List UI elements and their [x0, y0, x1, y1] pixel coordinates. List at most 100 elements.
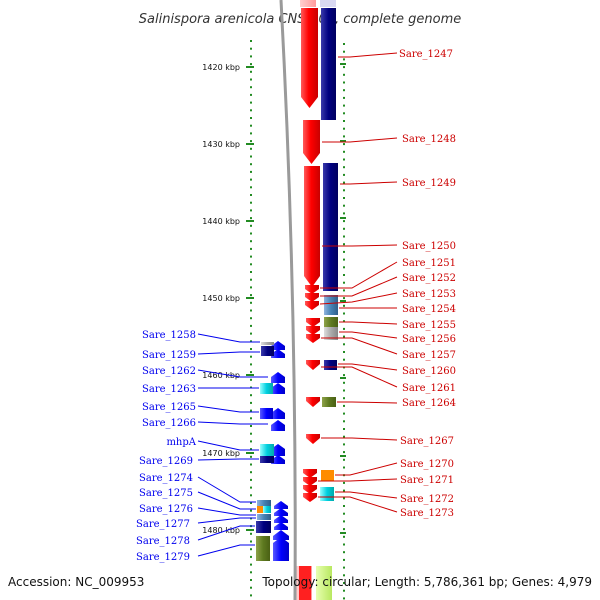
forward-feature-sare-1260-box — [324, 360, 337, 370]
gene-label-sare-1273[interactable]: Sare_1273 — [400, 508, 454, 519]
right-track-dot — [343, 158, 345, 161]
left-track-dot — [250, 348, 252, 350]
leader-line-sare-1264 — [337, 401, 398, 404]
gene-label-sare-1264[interactable]: Sare_1264 — [402, 398, 456, 409]
gene-label-sare-1247[interactable]: Sare_1247 — [399, 49, 453, 60]
forward-gene-sare-1273-arrow — [303, 493, 317, 502]
leader-line-sare-1278 — [197, 525, 255, 541]
leader-line-sare-1273 — [318, 496, 398, 513]
leader-line-sare-1275 — [197, 491, 256, 510]
forward-gene-sare-1267-arrow — [306, 434, 320, 444]
reverse-gene-sare-1263-arrow — [271, 383, 285, 394]
gene-label-sare-1257[interactable]: Sare_1257 — [402, 350, 456, 361]
right-track-dot — [343, 566, 345, 569]
gene-label-sare-1248[interactable]: Sare_1248 — [402, 134, 456, 145]
right-track-dot — [343, 66, 345, 69]
gene-label-sare-1261[interactable]: Sare_1261 — [402, 383, 456, 394]
right-track-dot — [343, 81, 345, 84]
gene-label-sare-1250[interactable]: Sare_1250 — [402, 241, 456, 252]
left-track-dot — [250, 509, 252, 512]
right-track-dot — [343, 505, 345, 507]
reverse-gene-mhpa-arrow — [271, 444, 285, 456]
leader-line-sare-1261 — [321, 366, 398, 388]
left-track-dot — [250, 240, 252, 243]
leader-line-sare-1260 — [338, 363, 398, 371]
gene-label-sare-1277[interactable]: Sare_1277 — [136, 519, 190, 530]
left-track-dot — [250, 502, 252, 504]
right-track-dot — [343, 274, 345, 276]
forward-gene-sare-1250-arrow — [304, 166, 320, 287]
right-track-dot — [343, 543, 345, 546]
leader-line-sare-1267 — [321, 437, 398, 441]
gene-label-sare-1258[interactable]: Sare_1258 — [142, 330, 196, 341]
leader-line-sare-1250 — [322, 244, 398, 247]
gene-label-sare-1249[interactable]: Sare_1249 — [402, 178, 456, 189]
gene-label-sare-1272[interactable]: Sare_1272 — [400, 494, 454, 505]
gene-label-sare-1259[interactable]: Sare_1259 — [142, 350, 196, 361]
right-track-dot — [343, 181, 345, 184]
gene-label-sare-1252[interactable]: Sare_1252 — [402, 273, 456, 284]
reverse-feature-sare-1259-box — [261, 346, 274, 356]
left-track-dot — [250, 178, 252, 181]
gene-label-sare-1262[interactable]: Sare_1262 — [142, 366, 196, 377]
gene-label-mhpa[interactable]: mhpA — [166, 437, 196, 448]
gene-label-sare-1265[interactable]: Sare_1265 — [142, 402, 196, 413]
right-track-dot — [343, 127, 345, 130]
gene-label-sare-1267[interactable]: Sare_1267 — [400, 436, 454, 447]
right-track-dot — [343, 435, 345, 438]
gene-label-sare-1266[interactable]: Sare_1266 — [142, 418, 196, 429]
forward-gene-sare-1270-arrow — [303, 469, 317, 478]
reverse-gene-sare-1258-arrow — [271, 341, 285, 350]
gene-label-sare-1276[interactable]: Sare_1276 — [139, 504, 193, 515]
left-track-dot — [250, 409, 252, 412]
left-track-dot — [250, 271, 252, 273]
left-track-dot — [250, 586, 252, 589]
left-track-dot — [250, 286, 252, 289]
left-track-dot — [250, 317, 252, 320]
gene-label-sare-1270[interactable]: Sare_1270 — [400, 459, 454, 470]
gene-label-sare-1269[interactable]: Sare_1269 — [139, 456, 193, 467]
forward-gene-sare-1247-arrow — [301, 8, 318, 108]
forward-gene-sare-1264-arrow — [306, 397, 320, 407]
right-track-dot — [343, 73, 345, 76]
left-track-dot — [250, 340, 252, 343]
gene-label-sare-1260[interactable]: Sare_1260 — [402, 366, 456, 377]
reverse-gene-sare-1275-arrow — [274, 508, 288, 516]
forward-feature-sare-1254-box — [324, 295, 338, 315]
right-track-dot — [343, 589, 345, 592]
left-track-dot — [250, 170, 252, 173]
gene-label-sare-1263[interactable]: Sare_1263 — [142, 384, 196, 395]
gene-label-sare-1256[interactable]: Sare_1256 — [402, 334, 456, 345]
forward-feature-sare-1264-box — [322, 397, 336, 407]
right-track-dot — [343, 512, 345, 515]
leader-line-sare-1266 — [197, 421, 268, 425]
gene-label-sare-1279[interactable]: Sare_1279 — [136, 552, 190, 563]
right-track-tick — [340, 140, 346, 142]
forward-gene-sare-1256-arrow — [306, 326, 320, 335]
left-track-dot — [250, 40, 252, 42]
gene-label-sare-1251[interactable]: Sare_1251 — [402, 258, 456, 269]
gene-label-sare-1255[interactable]: Sare_1255 — [402, 320, 456, 331]
left-track-dot — [250, 109, 252, 112]
gene-label-sare-1271[interactable]: Sare_1271 — [400, 475, 454, 486]
gene-label-sare-1275[interactable]: Sare_1275 — [139, 488, 193, 499]
forward-gene-sare-1257-arrow — [306, 334, 320, 343]
left-track-dot — [250, 124, 252, 127]
left-track-dot — [250, 117, 252, 119]
leader-line-sare-1259 — [197, 351, 260, 355]
left-track-dot — [250, 563, 252, 566]
gene-label-sare-1254[interactable]: Sare_1254 — [402, 304, 456, 315]
gene-label-sare-1278[interactable]: Sare_1278 — [136, 536, 190, 547]
gene-label-sare-1274[interactable]: Sare_1274 — [139, 473, 193, 484]
right-track-dot — [343, 104, 345, 107]
left-track-dot — [250, 548, 252, 551]
accession-text: Accession: NC_009953 — [8, 575, 144, 589]
leader-line-sare-1262 — [197, 369, 268, 378]
forward-feature-sare-1249-box — [323, 163, 338, 291]
right-track-dot — [343, 173, 345, 176]
leader-line-sare-1279 — [197, 544, 255, 557]
gene-label-sare-1253[interactable]: Sare_1253 — [402, 289, 456, 300]
forward-gene-sare-1272-arrow — [303, 485, 317, 494]
left-track-dot — [250, 378, 252, 381]
